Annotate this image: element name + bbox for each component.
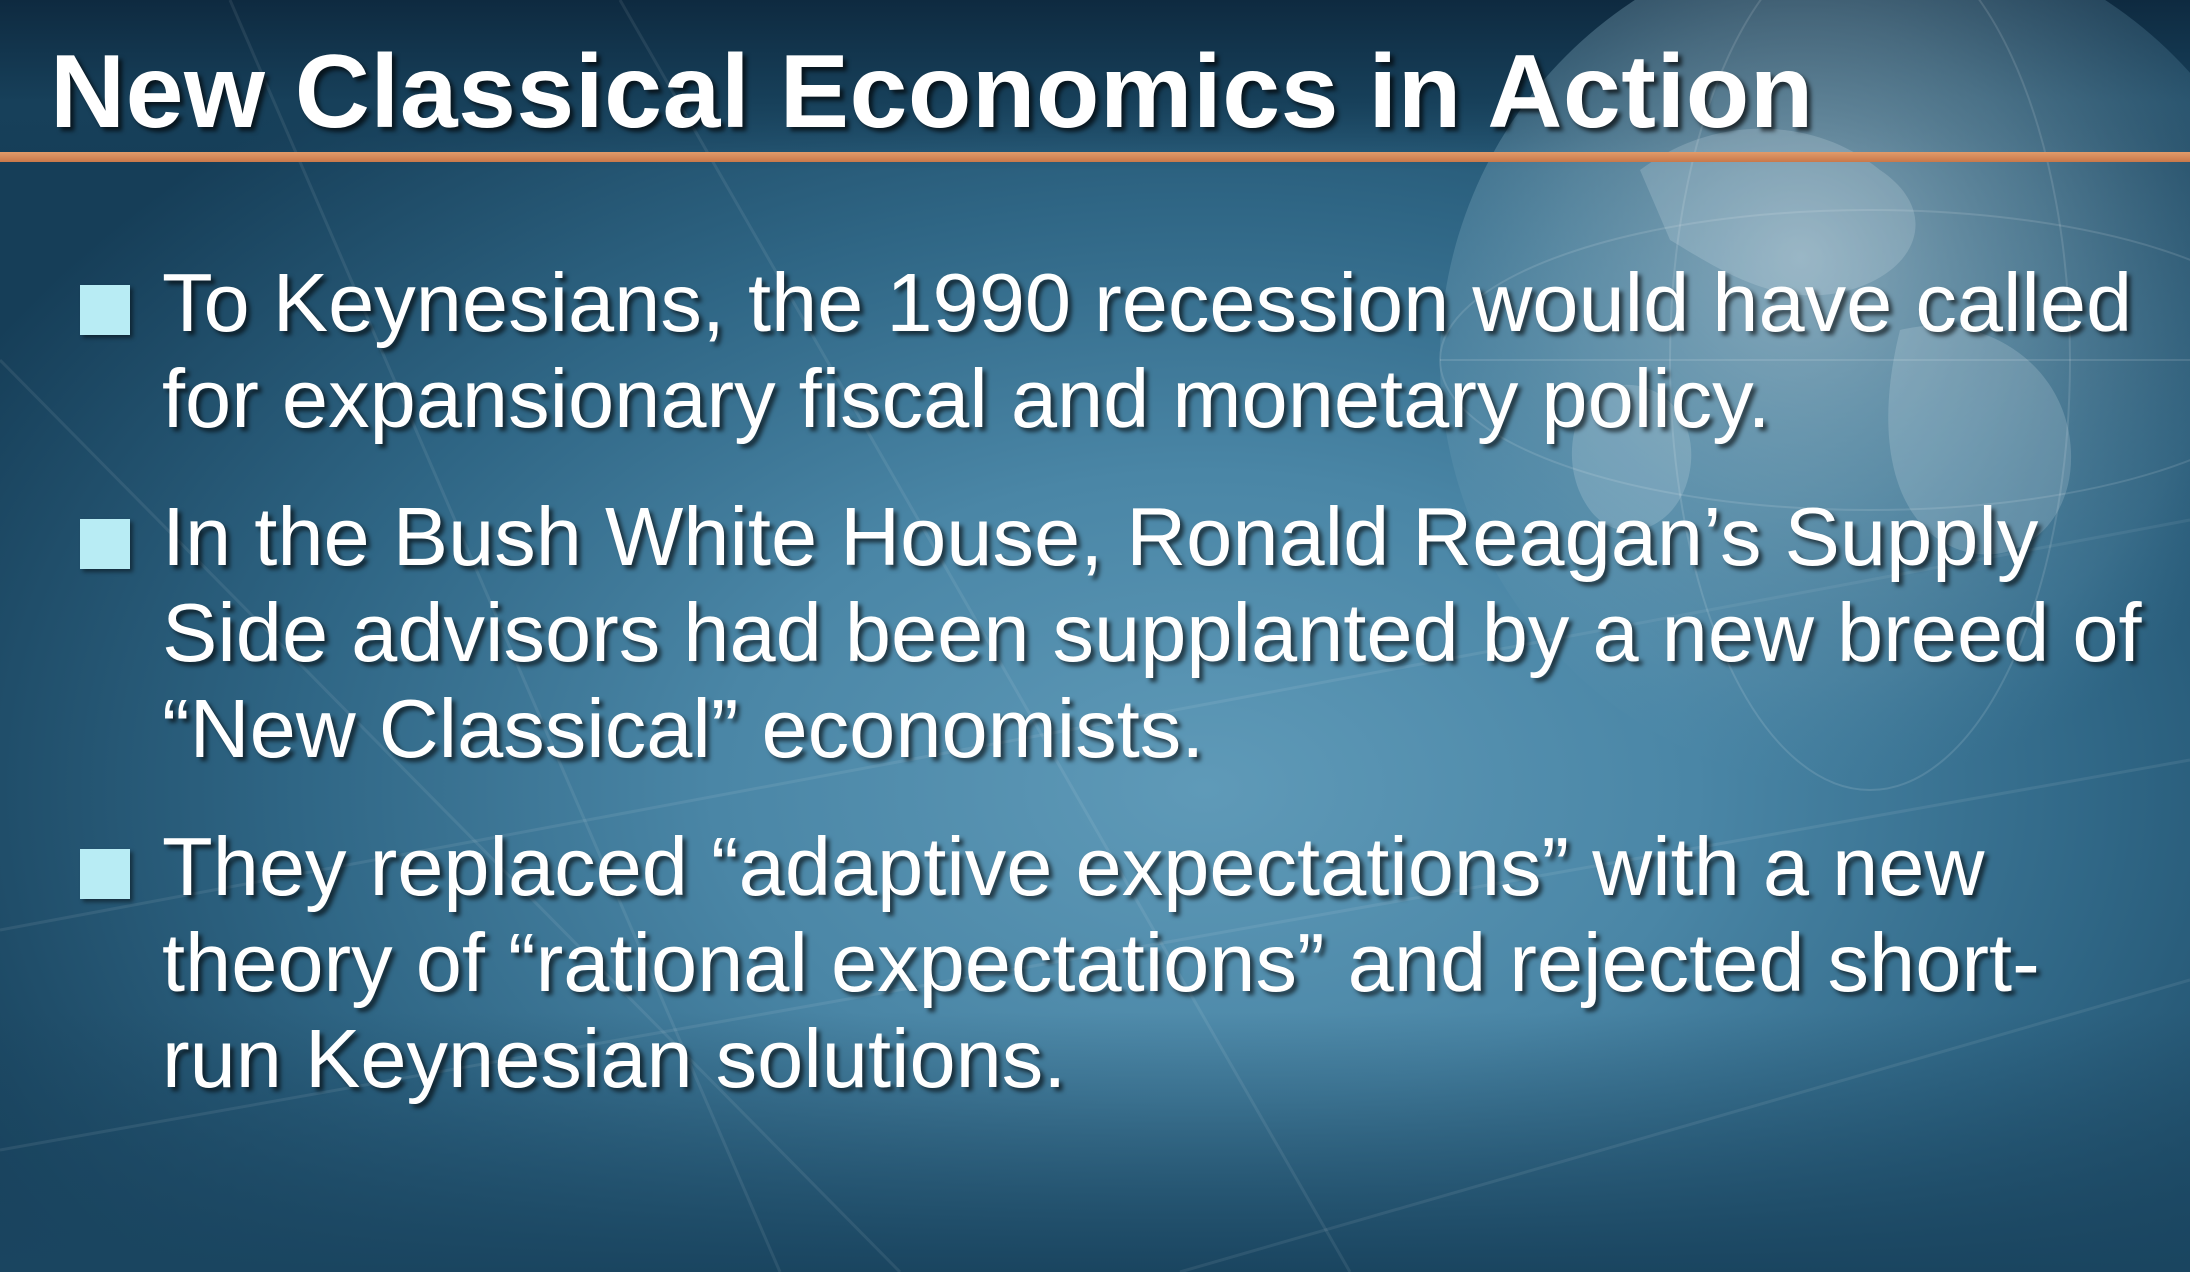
square-bullet-icon [80,849,130,899]
bullet-text: In the Bush White House, Ronald Reagan’s… [162,490,2142,775]
square-bullet-icon [80,519,130,569]
title-underline-rule [0,152,2190,162]
bullet-item: In the Bush White House, Ronald Reagan’s… [0,489,2152,777]
slide-title: New Classical Economics in Action [50,34,1814,150]
bullet-text: To Keynesians, the 1990 recession would … [162,256,2133,445]
bullet-item: They replaced “adaptive expectations” wi… [0,819,2152,1107]
square-bullet-icon [80,285,130,335]
globe-icon [1439,0,2190,791]
bottom-shade [0,1012,2190,1272]
bullet-list: To Keynesians, the 1990 recession would … [0,255,2190,1149]
bullet-text: They replaced “adaptive expectations” wi… [162,820,2040,1105]
title-bar: New Classical Economics in Action [0,0,2190,165]
bullet-item: To Keynesians, the 1990 recession would … [0,255,2152,447]
